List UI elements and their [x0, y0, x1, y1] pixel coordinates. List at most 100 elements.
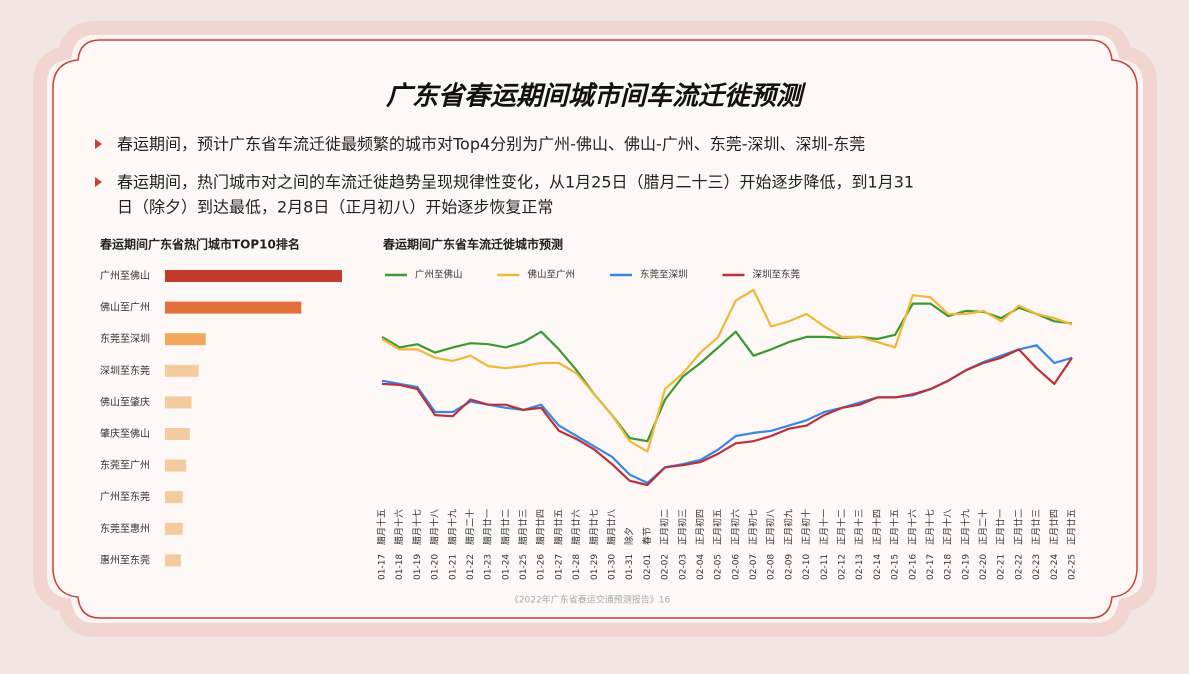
- card: [52, 39, 1138, 619]
- bullet: 日（除夕）到达最低，2月8日（正月初八）开始逐步恢复正常: [117, 198, 553, 217]
- bar-label: 佛山至广州: [100, 301, 150, 314]
- x-tick-label: 02-25: [1068, 554, 1078, 580]
- bar: [165, 333, 206, 346]
- x-tick-sublabel: 正月十七: [924, 509, 936, 545]
- x-tick-sublabel: 正月初十: [800, 509, 812, 545]
- x-tick-sublabel: 正月十二: [836, 509, 848, 545]
- chart-title: 春运期间广东省车流迁徙城市预测: [382, 237, 563, 252]
- x-tick-sublabel: 正月初三: [676, 509, 688, 545]
- legend-label: 深圳至东莞: [753, 269, 801, 281]
- x-tick-sublabel: 正月二十: [977, 509, 989, 545]
- x-tick-label: 01-26: [537, 554, 547, 580]
- legend-label: 东莞至深圳: [640, 269, 688, 281]
- x-tick-sublabel: 正月初九: [782, 509, 794, 545]
- x-tick-sublabel: 除夕: [623, 527, 635, 545]
- x-tick-sublabel: 腊月廿二: [499, 509, 511, 545]
- x-tick-label: 02-23: [1032, 554, 1042, 580]
- x-tick-sublabel: 正月十八: [942, 509, 954, 545]
- x-tick-sublabel: 正月初六: [729, 509, 741, 545]
- x-tick-sublabel: 正月廿四: [1048, 509, 1060, 545]
- x-tick-sublabel: 正月廿二: [1012, 509, 1024, 545]
- x-tick-label: 02-02: [661, 554, 671, 580]
- bar-label: 佛山至肇庆: [100, 395, 150, 408]
- x-tick-label: 02-03: [678, 554, 688, 580]
- x-tick-label: 02-07: [749, 554, 759, 580]
- x-tick-label: 01-17: [378, 554, 388, 580]
- x-tick-label: 02-09: [784, 554, 794, 580]
- bullet-icons: [95, 139, 102, 187]
- x-tick-label: 01-24: [501, 554, 511, 580]
- x-tick-label: 01-31: [625, 554, 635, 580]
- footer: 《2022年广东省春运交通预测报告》16: [510, 594, 671, 606]
- title: 广东省春运期间城市间车流迁徙预测: [386, 82, 807, 112]
- x-tick-label: 02-01: [643, 554, 653, 580]
- x-tick-sublabel: 腊月廿四: [535, 509, 547, 545]
- x-tick-label: 01-30: [608, 554, 618, 580]
- x-tick-label: 01-25: [519, 554, 529, 580]
- x-tick-label: 01-21: [448, 554, 458, 580]
- x-tick-label: 02-08: [767, 554, 777, 580]
- bar: [165, 459, 187, 472]
- x-tick-sublabel: 腊月十五: [376, 509, 388, 545]
- x-tick-label: 01-28: [572, 554, 582, 580]
- bar: [165, 554, 181, 567]
- bullet: 春运期间，热门城市对之间的车流迁徙趋势呈现规律性变化，从1月25日（腊月二十三）…: [117, 173, 914, 192]
- x-tick-label: 02-05: [714, 554, 724, 580]
- bar-label: 东莞至深圳: [100, 332, 150, 345]
- x-tick-sublabel: 正月十五: [889, 509, 901, 545]
- x-tick-label: 01-19: [413, 554, 423, 580]
- x-tick-label: 02-13: [855, 554, 865, 580]
- x-tick-sublabel: 正月十三: [853, 509, 865, 545]
- x-tick-label: 02-17: [926, 554, 936, 580]
- bar-label: 东莞至广州: [100, 459, 150, 472]
- x-tick-label: 02-12: [838, 554, 848, 580]
- bar: [165, 428, 190, 440]
- x-tick-sublabel: 正月廿五: [1066, 509, 1078, 545]
- x-tick-sublabel: 正月十四: [871, 509, 883, 545]
- x-tick-sublabel: 正月初二: [659, 509, 671, 545]
- bar: [165, 396, 192, 409]
- x-tick-sublabel: 正月初七: [747, 509, 759, 545]
- bar: [165, 522, 183, 535]
- x-tick-label: 01-29: [590, 554, 600, 580]
- x-tick-label: 02-10: [802, 554, 812, 580]
- bar-label: 广州至东莞: [100, 490, 150, 503]
- x-tick-sublabel: 腊月二十: [464, 509, 476, 545]
- x-tick-sublabel: 腊月廿八: [606, 509, 618, 545]
- x-tick-sublabel: 正月廿一: [995, 509, 1007, 545]
- x-tick-label: 02-16: [908, 554, 918, 580]
- x-tick-label: 01-27: [554, 554, 564, 580]
- x-tick-label: 02-19: [961, 554, 971, 580]
- bar: [165, 364, 199, 377]
- x-tick-sublabel: 腊月十九: [446, 509, 458, 545]
- x-tick-label: 02-20: [979, 554, 989, 580]
- bar: [165, 270, 342, 282]
- x-tick-label: 02-11: [820, 554, 830, 580]
- x-tick-sublabel: 正月初四: [694, 509, 706, 545]
- x-tick-sublabel: 腊月廿五: [552, 509, 564, 545]
- x-tick-sublabel: 正月初八: [765, 509, 777, 545]
- legend-label: 广州至佛山: [415, 269, 463, 281]
- bar-label: 广州至佛山: [100, 269, 150, 282]
- x-tick-label: 02-24: [1050, 554, 1060, 580]
- x-tick-label: 02-04: [696, 554, 706, 580]
- x-tick-sublabel: 腊月十六: [393, 509, 405, 545]
- bar-label: 惠州至东莞: [100, 553, 150, 566]
- x-tick-sublabel: 正月十九: [959, 509, 971, 545]
- x-tick-label: 02-14: [873, 554, 883, 580]
- x-tick-sublabel: 腊月廿七: [588, 509, 600, 545]
- x-tick-label: 01-23: [484, 554, 494, 580]
- x-tick-sublabel: 正月十一: [818, 509, 830, 545]
- bar: [165, 301, 302, 314]
- bullet: 春运期间，预计广东省车流迁徙最频繁的城市对Top4分别为广州-佛山、佛山-广州、…: [117, 135, 865, 154]
- x-tick-label: 02-06: [731, 554, 741, 580]
- x-tick-sublabel: 腊月廿三: [517, 509, 529, 545]
- x-tick-sublabel: 春节: [641, 527, 653, 545]
- x-tick-label: 02-18: [944, 554, 954, 580]
- series-line: [381, 288, 1073, 453]
- x-tick-sublabel: 腊月廿六: [570, 509, 582, 545]
- x-tick-sublabel: 正月廿三: [1030, 509, 1042, 545]
- series-line: [381, 348, 1073, 487]
